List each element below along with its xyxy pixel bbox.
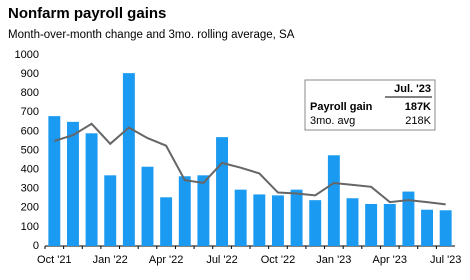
x-tick-label: Apr '23: [373, 254, 408, 266]
bar: [197, 175, 210, 246]
y-tick-label: 300: [21, 183, 39, 195]
bar: [327, 155, 340, 246]
bar: [48, 116, 61, 247]
legend-value: 187K: [405, 101, 431, 113]
bar: [383, 203, 396, 246]
y-tick-label: 200: [21, 202, 39, 214]
bar: [122, 73, 135, 247]
y-tick-label: 500: [21, 144, 39, 156]
x-tick-label: Apr '22: [149, 254, 184, 266]
x-tick-label: Oct '22: [261, 254, 296, 266]
x-tick-label: Oct '21: [37, 254, 72, 266]
y-tick-label: 0: [33, 240, 39, 252]
legend-value: 218K: [405, 115, 431, 127]
y-tick-label: 600: [21, 125, 39, 137]
chart-subtitle: Month-over-month change and 3mo. rolling…: [8, 29, 295, 41]
bar: [141, 166, 154, 246]
bar: [160, 197, 173, 246]
y-tick-label: 800: [21, 87, 39, 99]
line: [54, 122, 446, 206]
bar: [402, 191, 415, 246]
y-tick-label: 400: [21, 164, 39, 176]
y-tick-label: 100: [21, 221, 39, 233]
legend-label: 3mo. avg: [310, 115, 355, 127]
bar: [85, 133, 98, 246]
bar: [178, 176, 191, 246]
legend-box: [304, 79, 436, 131]
x-tick-label: Jul '22: [206, 254, 237, 266]
y-tick-label: 700: [21, 106, 39, 118]
legend-header: Jul. '23: [394, 83, 431, 95]
bar: [365, 203, 378, 246]
bar: [216, 137, 229, 246]
bar: [421, 209, 434, 246]
legend-label: Payroll gain: [310, 101, 373, 113]
bar: [234, 189, 247, 246]
bar: [104, 175, 117, 246]
bar: [66, 121, 79, 246]
bar: [309, 200, 322, 246]
bar: [290, 189, 303, 246]
bar: [271, 195, 284, 246]
chart-title: Nonfarm payroll gains: [8, 5, 166, 22]
bar: [346, 198, 359, 246]
x-tick-label: Jan '23: [316, 254, 351, 266]
bar: [439, 210, 452, 246]
x-tick-label: Jan '22: [93, 254, 128, 266]
bar: [253, 194, 266, 246]
x-tick-label: Jul '23: [430, 254, 461, 266]
y-tick-label: 900: [21, 68, 39, 80]
y-tick-label: 1000: [15, 49, 39, 61]
